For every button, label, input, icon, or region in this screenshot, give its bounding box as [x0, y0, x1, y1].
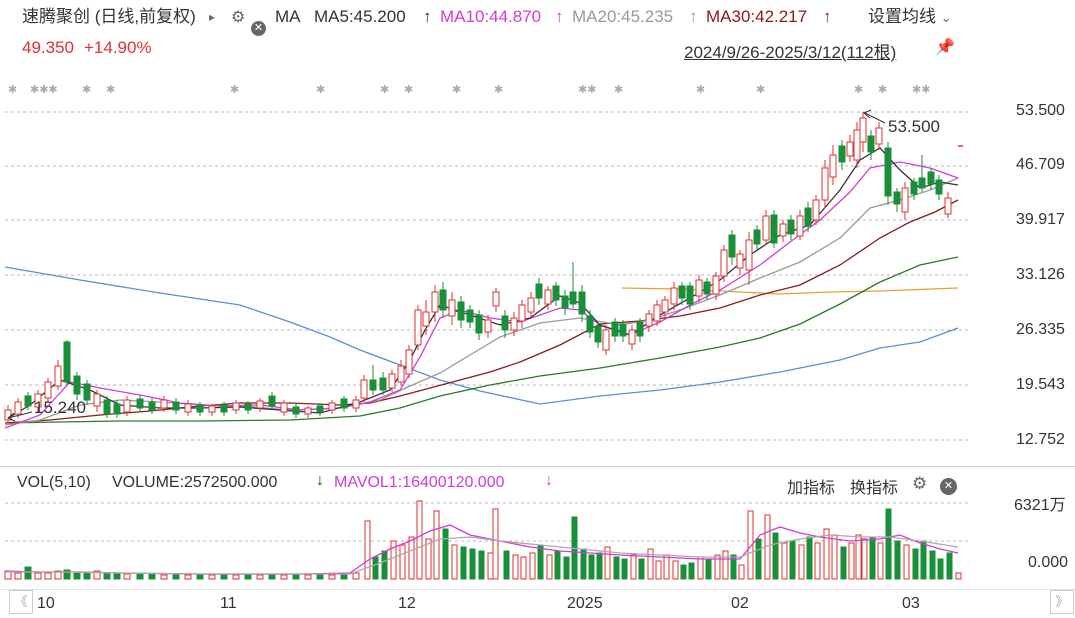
play-icon[interactable]: ▸	[209, 10, 216, 24]
vol-title[interactable]: VOL(5,10)	[17, 474, 91, 491]
svg-text:✱: ✱	[8, 84, 17, 96]
time-tick-mar: 03	[902, 595, 920, 612]
svg-text:✱: ✱	[452, 84, 461, 96]
current-price: 49.350	[22, 38, 74, 57]
ma5-value: MA5:45.200	[314, 7, 406, 26]
high-annotation	[863, 109, 886, 124]
svg-text:✱✱: ✱✱	[912, 84, 930, 96]
candlestick-chart[interactable]: ✱ ✱✱✱ ✱ ✱ ✱ ✱ ✱ ✱ ✱ ✱ ✱✱ ✱ ✱ ✱ ✱ ✱ ✱✱	[0, 60, 1005, 468]
scroll-left-button[interactable]: 《	[9, 590, 33, 614]
svg-text:✱: ✱	[106, 84, 115, 96]
time-axis-line	[0, 589, 1075, 590]
pin-icon[interactable]: 📌	[935, 39, 955, 56]
price-tick-6: 19.543	[1016, 376, 1065, 393]
ma10-up-arrow: ↑	[555, 7, 564, 26]
svg-text:✱: ✱	[380, 84, 389, 96]
change-percent: +14.90%	[84, 38, 152, 57]
svg-text:✱✱: ✱✱	[578, 84, 596, 96]
price-tick-7: 12.752	[1016, 431, 1065, 448]
candlesticks	[4, 112, 952, 422]
panel-divider	[0, 466, 1075, 467]
svg-text:✱: ✱	[756, 84, 765, 96]
ma-label: MA	[275, 7, 301, 26]
volume-bars	[4, 500, 962, 580]
chart-header: 速腾聚创 (日线,前复权) ▸ ⚙ ✕ MA MA5:45.200 ↑ MA10…	[0, 0, 1075, 36]
date-range[interactable]: 2024/9/26-2025/3/12(112根)	[684, 43, 897, 62]
low-label: 15.240	[34, 398, 86, 417]
mavol1-value: MAVOL1:16400120.000	[334, 474, 505, 491]
close-icon[interactable]: ✕	[940, 476, 957, 495]
price-tick-1: 53.500	[1016, 102, 1065, 119]
svg-text:✱: ✱	[316, 84, 325, 96]
settings-ma-label[interactable]: 设置均线	[868, 7, 936, 26]
volume-axis-bottom: 0.000	[1028, 554, 1069, 571]
time-tick-nov: 11	[220, 595, 237, 612]
svg-text:✱: ✱	[82, 84, 91, 96]
volume-axis-top: 6321万	[1014, 497, 1066, 514]
price-tick-5: 26.335	[1016, 321, 1065, 338]
volume-down-arrow: ↓	[316, 472, 324, 489]
time-tick-oct: 10	[37, 595, 55, 612]
time-tick-dec: 12	[398, 595, 416, 612]
svg-text:✱: ✱	[696, 84, 705, 96]
svg-text:✱: ✱	[230, 84, 239, 96]
low-annotation	[7, 411, 33, 422]
scroll-right-button[interactable]: 》	[1050, 590, 1074, 614]
ma10-value: MA10:44.870	[440, 7, 542, 26]
swap-indicator-button[interactable]: 换指标	[850, 480, 899, 497]
stock-title[interactable]: 速腾聚创 (日线,前复权)	[22, 7, 196, 26]
price-tick-4: 33.126	[1016, 266, 1065, 283]
price-tick-2: 46.709	[1016, 156, 1065, 173]
time-tick-feb: 02	[731, 595, 749, 612]
ma30-line	[4, 199, 959, 424]
ma5-line	[4, 147, 959, 421]
add-indicator-button[interactable]: 加指标	[787, 480, 836, 497]
mavol1-down-arrow: ↓	[545, 472, 553, 489]
svg-text:✱: ✱	[614, 84, 623, 96]
ma20-up-arrow: ↑	[689, 7, 698, 26]
volume-chart[interactable]	[0, 495, 1005, 585]
event-markers: ✱ ✱✱✱ ✱ ✱ ✱ ✱ ✱ ✱ ✱ ✱ ✱✱ ✱ ✱ ✱ ✱ ✱ ✱✱	[8, 84, 930, 96]
svg-text:✱: ✱	[878, 84, 887, 96]
close-icon[interactable]: ✕	[251, 9, 266, 43]
ma5-up-arrow: ↑	[423, 7, 432, 26]
ma30-value: MA30:42.217	[706, 7, 808, 26]
svg-text:✱: ✱	[494, 84, 503, 96]
time-tick-2025: 2025	[567, 595, 603, 612]
ma30-up-arrow: ↑	[823, 7, 832, 26]
high-label: 53.500	[888, 117, 940, 136]
gear-icon[interactable]: ⚙	[231, 9, 246, 26]
svg-text:✱: ✱	[404, 84, 413, 96]
svg-text:✱✱✱: ✱✱✱	[30, 84, 58, 96]
svg-text:✱: ✱	[854, 84, 863, 96]
ma-long-blue	[4, 266, 959, 405]
gear-icon[interactable]: ⚙	[912, 474, 928, 493]
price-tick-3: 39.917	[1016, 211, 1065, 228]
volume-value: VOLUME:2572500.000	[112, 474, 278, 491]
ma-green	[4, 256, 959, 424]
chevron-down-icon[interactable]: ⌄	[940, 10, 952, 25]
settings-ma-button[interactable]: 设置均线 ⌄	[868, 0, 952, 35]
mavol2-line	[5, 534, 959, 575]
ma20-value: MA20:45.235	[572, 7, 674, 26]
